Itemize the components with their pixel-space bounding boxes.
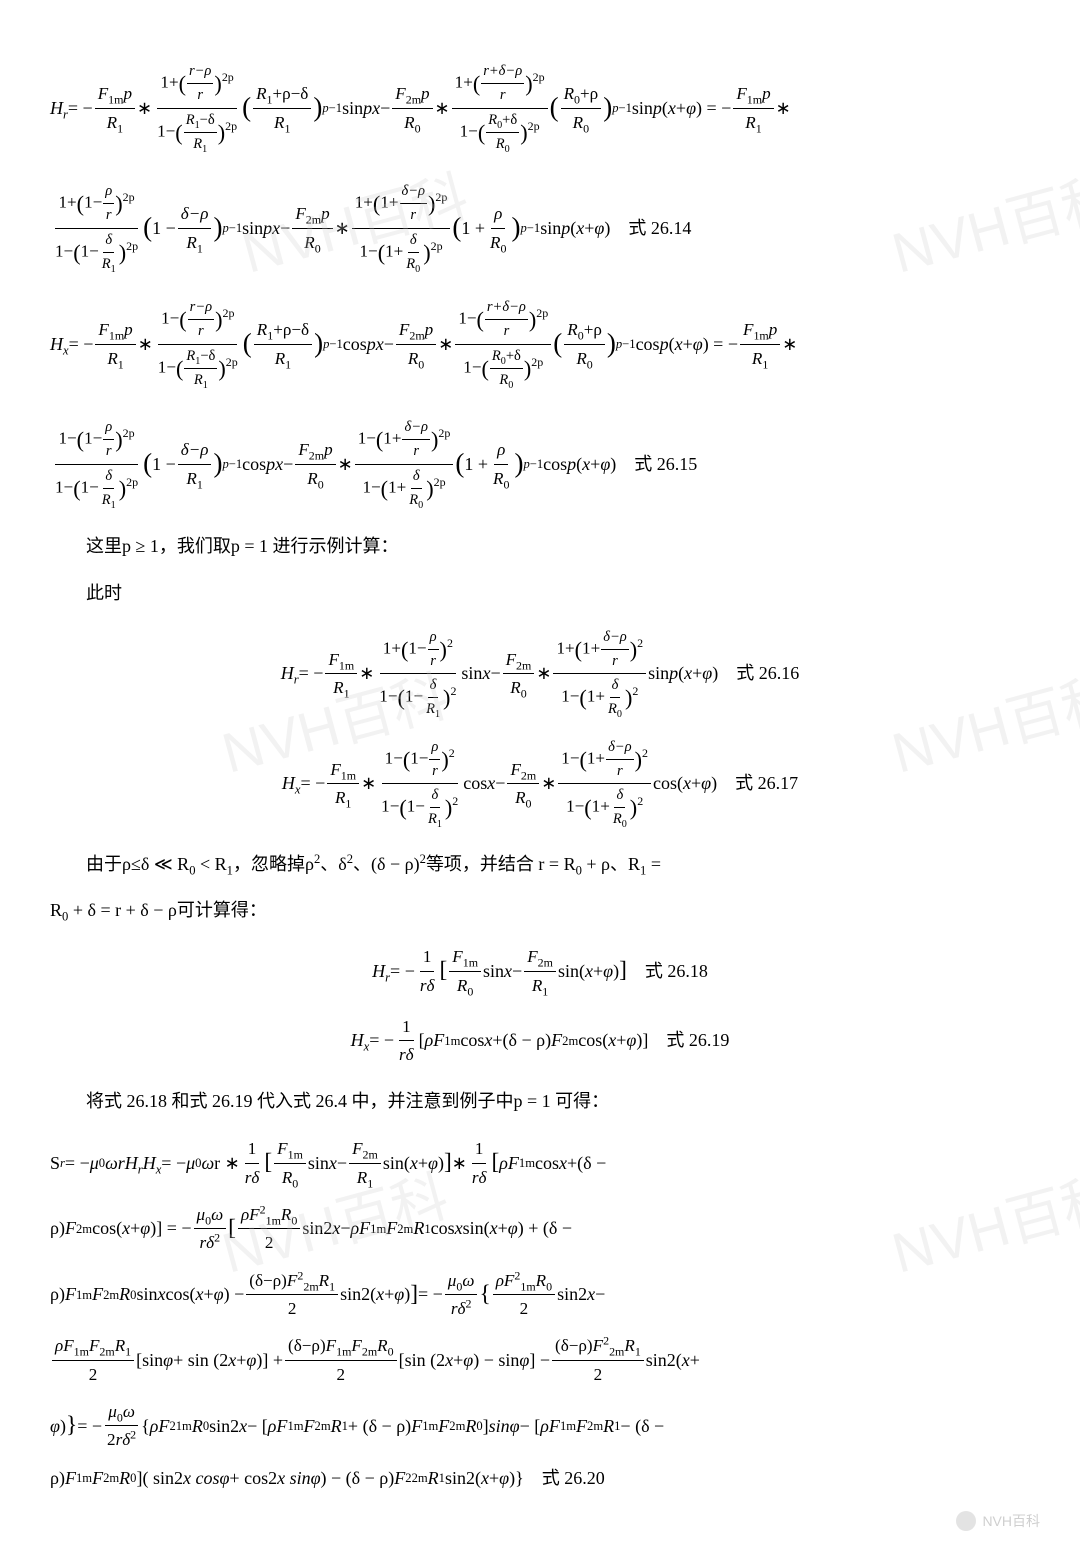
equation-26-15: Hx = − F1mpR1 ∗ 1−(r−ρr)2p 1−(R1−δR1)2p … (50, 296, 1030, 512)
equation-26-20: Sr = − μ0ωrHrHx = − μ0ωr ∗ 1rδ [ F1mR0 s… (50, 1135, 1030, 1492)
eq-label-2620: 式 26.20 (542, 1464, 605, 1493)
t3l2: R (50, 900, 62, 920)
text-p-ge-1: 这里p ≥ 1，我们取p = 1 进行示例计算： (50, 532, 1030, 561)
t3b: < R (196, 854, 227, 874)
eq-label-2619: 式 26.19 (666, 1026, 729, 1055)
equation-26-19: Hx = − 1rδ [ρF1mcosx+(δ − ρ)F2mcos(x + φ… (50, 1013, 1030, 1069)
eq-label-2618: 式 26.18 (645, 957, 708, 986)
footer-logo: NVH百科 (956, 1510, 1040, 1532)
wechat-icon (956, 1511, 976, 1531)
t3l2b: + δ = r + δ − ρ可计算得： (68, 900, 267, 920)
equation-26-16: Hr = − F1mR1 ∗ 1+(1−ρr)2 1−(1−δR1)2 sinx… (50, 626, 1030, 722)
equation-26-17: Hx = − F1mR1 ∗ 1−(1−ρr)2 1−(1−δR1)2 cosx… (50, 736, 1030, 832)
eq-label-2615: 式 26.15 (634, 450, 697, 479)
t3c: ，忽略掉ρ (233, 854, 314, 874)
t3d: 、δ (320, 854, 346, 874)
text-cishi: 此时 (50, 579, 1030, 608)
footer-label: NVH百科 (982, 1510, 1040, 1532)
eq-label-2616: 式 26.16 (736, 659, 799, 688)
t3h: = (646, 854, 661, 874)
t3f: 等项，并结合 r = R (426, 854, 576, 874)
text-approximation-line2: R0 + δ = r + δ − ρ可计算得： (50, 896, 1030, 925)
equation-26-18: Hr = − 1rδ [ F1mR0 sinx − F2mR1 sin(x + … (50, 943, 1030, 999)
text-approximation: 由于ρ≤δ ≪ R0 < R1，忽略掉ρ2、δ2、(δ − ρ)2等项，并结合 … (50, 850, 1030, 879)
t3a: 由于ρ≤δ ≪ R (86, 854, 189, 874)
t3g: + ρ、R (582, 854, 640, 874)
eq-label-2617: 式 26.17 (735, 769, 798, 798)
t3e: 、(δ − ρ) (353, 854, 420, 874)
text-substitute: 将式 26.18 和式 26.19 代入式 26.4 中，并注意到例子中p = … (50, 1087, 1030, 1116)
equation-26-14: Hr = − F1mpR1 ∗ 1+(r−ρr)2p 1−(R1−δR1)2p … (50, 60, 1030, 276)
eq-label-2614: 式 26.14 (628, 214, 691, 243)
